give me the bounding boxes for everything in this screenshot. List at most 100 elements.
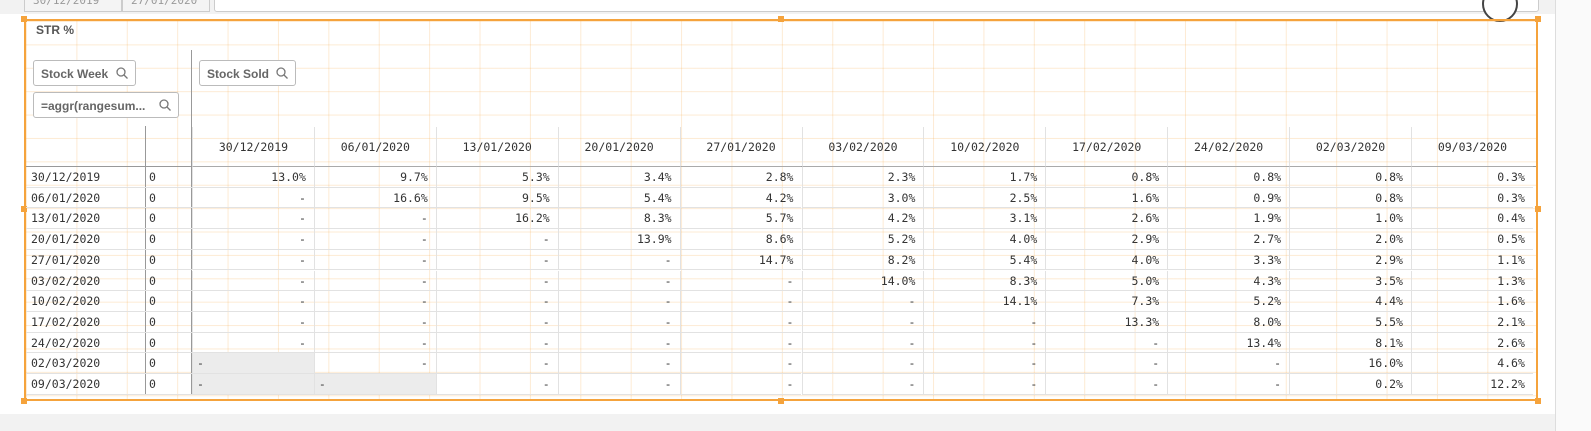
table-cell: 14.7%	[679, 249, 802, 271]
table-cell: 8.3%	[923, 270, 1046, 292]
table-cell: -	[923, 332, 1046, 354]
table-cell: 3.0%	[801, 187, 924, 209]
table-cell: 0.8%	[1167, 167, 1290, 188]
column-header: 30/12/2019	[192, 127, 314, 167]
table-cell: 13.0%	[192, 167, 314, 188]
table-cell: -	[192, 291, 314, 312]
column-header: 17/02/2020	[1045, 127, 1168, 167]
row-sub-label: 0	[145, 250, 192, 271]
row-label: 30/12/2019	[26, 167, 145, 188]
row-sub-label: 0	[145, 208, 192, 230]
table-cell: 5.2%	[801, 229, 924, 250]
top-field[interactable]: 30/12/2019	[24, 0, 122, 12]
table-cell: -	[923, 353, 1046, 374]
table-cell: -	[192, 208, 314, 230]
table-cell: 4.6%	[1411, 353, 1533, 374]
table-cell: 1.1%	[1411, 249, 1533, 271]
table-cell: -	[313, 311, 436, 333]
column-header: 09/03/2020	[1411, 127, 1533, 167]
table-cell: -	[313, 332, 436, 354]
table-cell: 1.3%	[1411, 270, 1533, 292]
table-cell: -	[679, 270, 802, 292]
row-sub-label: 0	[145, 291, 192, 312]
table-cell: 3.5%	[1289, 270, 1411, 292]
table-cell: -	[679, 374, 802, 395]
table-cell: -	[801, 353, 924, 374]
table-cell: 5.5%	[1289, 311, 1411, 333]
table-cell: -	[679, 311, 802, 333]
table-cell: -	[192, 270, 314, 292]
column-header: 20/01/2020	[557, 127, 680, 167]
table-cell: -	[192, 374, 314, 395]
table-cell: -	[1167, 353, 1290, 374]
table-cell: -	[313, 291, 436, 312]
table-cell: 4.2%	[801, 208, 924, 230]
row-label: 27/01/2020	[26, 250, 145, 271]
table-cell: 13.9%	[557, 229, 680, 250]
table-cell: 4.4%	[1289, 291, 1411, 312]
table-cell: 8.2%	[801, 249, 924, 271]
table-cell: 4.2%	[679, 187, 802, 209]
table-cell: -	[679, 353, 802, 374]
table-cell: 4.0%	[923, 229, 1046, 250]
table-cell: -	[435, 374, 558, 395]
table-cell: 8.3%	[557, 208, 680, 230]
table-cell: 3.3%	[1167, 249, 1290, 271]
resize-handle	[21, 206, 27, 212]
row-sub-label: 0	[145, 229, 192, 250]
row-label: 03/02/2020	[26, 271, 145, 292]
row-sub-label: 0	[145, 167, 192, 188]
dimension-button[interactable]: =aggr(rangesum...	[33, 92, 179, 118]
table-cell: 3.4%	[557, 167, 680, 188]
resize-handle	[1535, 206, 1541, 212]
row-label: 13/01/2020	[26, 208, 145, 230]
table-cell: 1.9%	[1167, 208, 1290, 230]
table-cell: -	[557, 353, 680, 374]
dimension-button[interactable]: Stock Week	[33, 60, 136, 86]
table-cell: -	[192, 332, 314, 354]
table-cell: 0.9%	[1167, 187, 1290, 209]
table-cell: -	[1045, 332, 1168, 354]
table-cell: 7.3%	[1045, 291, 1168, 312]
table-cell: -	[192, 311, 314, 333]
row-sub-label: 0	[145, 271, 192, 292]
table-cell: -	[1045, 374, 1168, 395]
table-cell: -	[557, 291, 680, 312]
table-cell: -	[557, 332, 680, 354]
table-cell: -	[192, 249, 314, 271]
table-cell: -	[801, 311, 924, 333]
table-cell: 5.7%	[679, 208, 802, 230]
column-header: 24/02/2020	[1167, 127, 1290, 167]
table-cell: 4.3%	[1167, 270, 1290, 292]
resize-handle	[778, 16, 784, 22]
top-field[interactable]: 27/01/2020	[122, 0, 210, 12]
column-header: 02/03/2020	[1289, 127, 1411, 167]
column-header: 03/02/2020	[801, 127, 924, 167]
resize-handle	[1535, 16, 1541, 22]
table-cell: -	[435, 291, 558, 312]
dimension-button[interactable]: Stock Sold	[199, 60, 296, 86]
table-cell: 2.1%	[1411, 311, 1533, 333]
row-label: 24/02/2020	[26, 333, 145, 354]
table-cell: -	[192, 187, 314, 209]
table-cell: 8.0%	[1167, 311, 1290, 333]
table-cell: 8.1%	[1289, 332, 1411, 354]
table-cell: -	[679, 332, 802, 354]
row-label: 02/03/2020	[26, 353, 145, 374]
table-cell: 2.3%	[801, 167, 924, 188]
row-sub-label: 0	[145, 312, 192, 333]
column-header: 06/01/2020	[313, 127, 436, 167]
side-panel	[1555, 0, 1591, 431]
table-cell: -	[1167, 374, 1290, 395]
table-cell: -	[192, 229, 314, 250]
table-cell: 16.6%	[313, 187, 436, 209]
search-bar[interactable]	[214, 0, 1539, 12]
table-cell: 0.3%	[1411, 167, 1533, 188]
table-cell: 2.8%	[679, 167, 802, 188]
table-cell: -	[435, 249, 558, 271]
table-cell: 0.8%	[1289, 167, 1411, 188]
table-cell: 0.8%	[1289, 187, 1411, 209]
bottom-bar	[0, 414, 1555, 431]
table-cell: -	[801, 374, 924, 395]
table-cell: -	[557, 270, 680, 292]
